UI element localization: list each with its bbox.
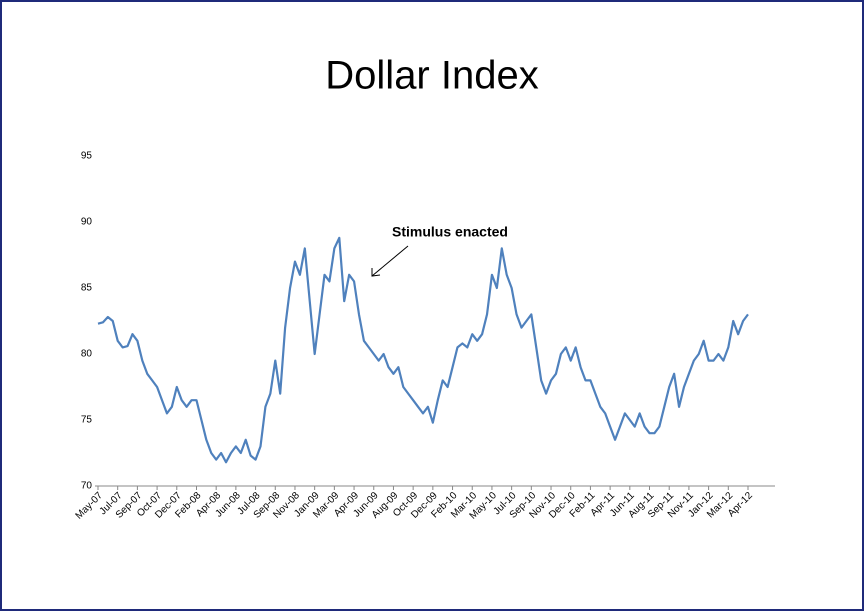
data-line <box>97 236 749 464</box>
y-tick-label: 80 <box>81 349 93 360</box>
annotation: Stimulus enacted <box>392 224 508 240</box>
y-tick-label: 75 <box>81 415 93 426</box>
annotation-arrow <box>371 245 409 277</box>
y-tick-label: 95 <box>81 151 93 162</box>
y-tick-label: 85 <box>81 283 93 294</box>
chart-title: Dollar Index <box>325 54 538 98</box>
y-tick-label: 70 <box>81 481 93 492</box>
arrow-head <box>371 268 381 277</box>
y-tick-label: 90 <box>81 217 93 228</box>
